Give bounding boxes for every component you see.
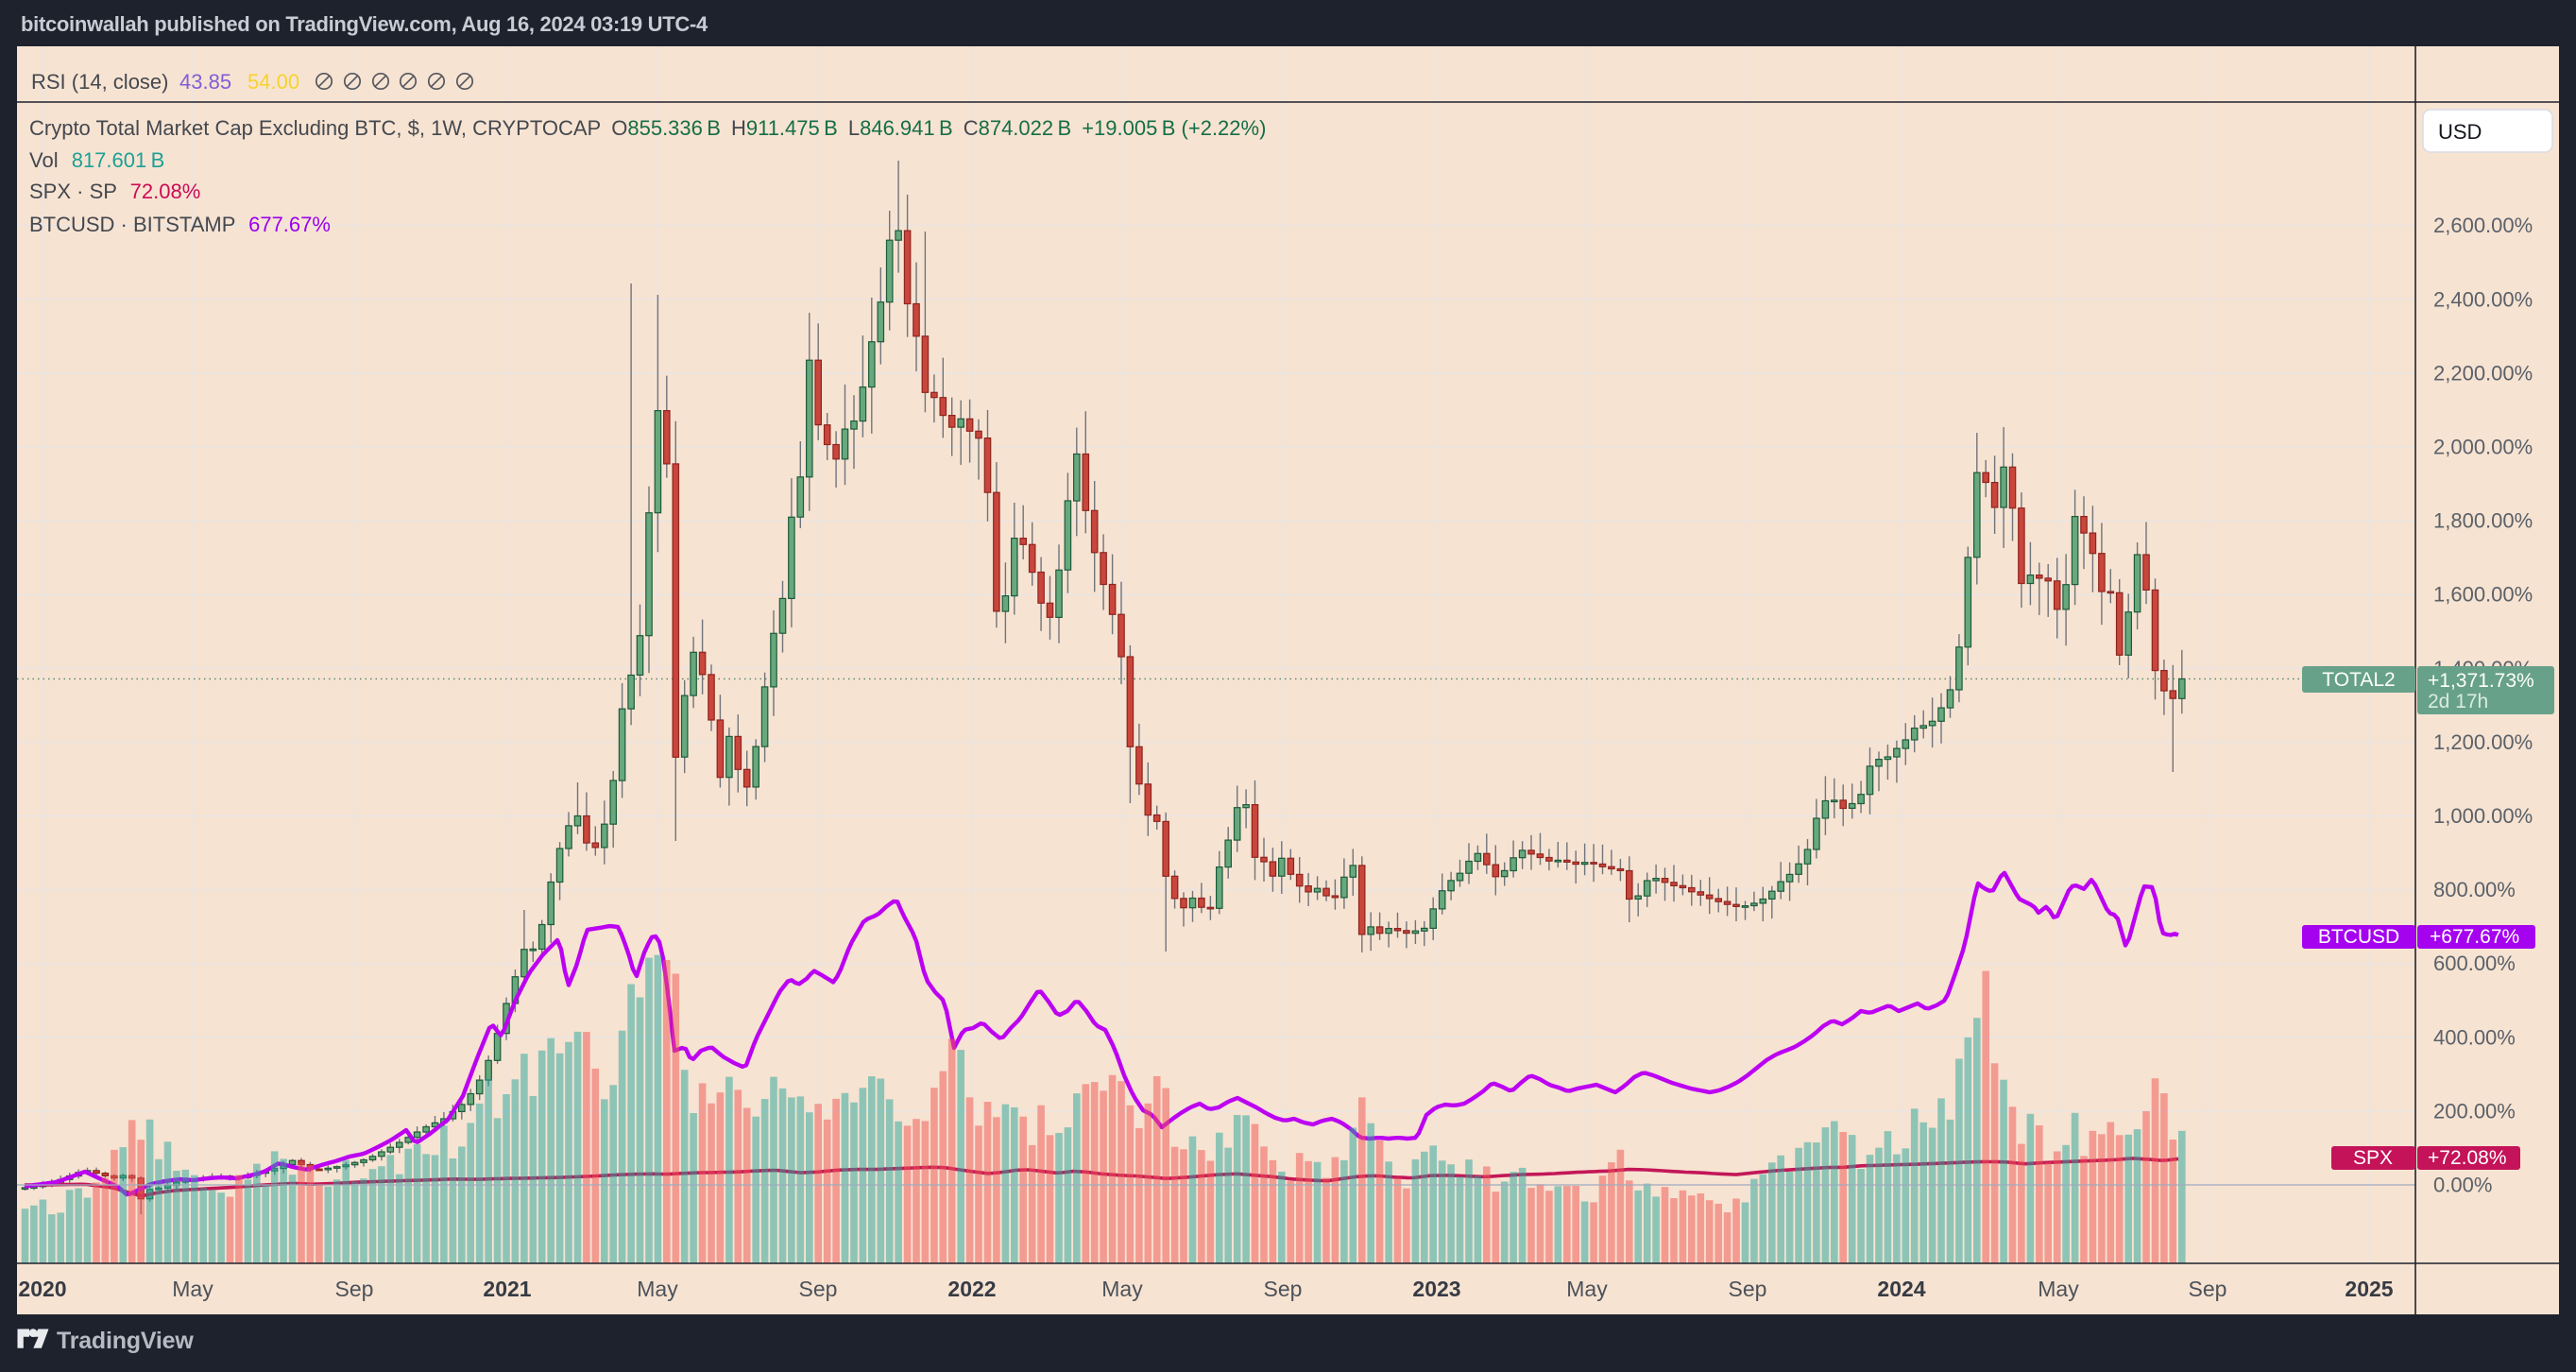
svg-text:TradingView: TradingView bbox=[57, 1328, 194, 1354]
svg-text:USD: USD bbox=[2438, 120, 2482, 144]
svg-text:2025: 2025 bbox=[2345, 1277, 2393, 1301]
svg-text:2d 17h: 2d 17h bbox=[2428, 691, 2488, 712]
svg-text:Sep: Sep bbox=[1264, 1277, 1303, 1301]
svg-text:600.00%: 600.00% bbox=[2433, 952, 2516, 975]
svg-text:2,200.00%: 2,200.00% bbox=[2433, 361, 2533, 385]
svg-text:2,000.00%: 2,000.00% bbox=[2433, 436, 2533, 459]
svg-text:+72.08%: +72.08% bbox=[2428, 1147, 2507, 1169]
svg-text:800.00%: 800.00% bbox=[2433, 878, 2516, 901]
svg-text:RSI (14, close): RSI (14, close) bbox=[31, 70, 169, 94]
svg-text:+677.67%: +677.67% bbox=[2430, 926, 2519, 948]
svg-text:2021: 2021 bbox=[483, 1277, 531, 1301]
svg-text:bitcoinwallah published on Tra: bitcoinwallah published on TradingView.c… bbox=[21, 12, 708, 36]
svg-text:BTCUSD: BTCUSD bbox=[2318, 926, 2399, 948]
svg-text:SPX: SPX bbox=[2353, 1147, 2393, 1169]
svg-text:SPX · SP 72.08%: SPX · SP 72.08% bbox=[29, 180, 200, 203]
svg-text:2,400.00%: 2,400.00% bbox=[2433, 287, 2533, 311]
svg-text:May: May bbox=[1566, 1277, 1608, 1301]
svg-text:Sep: Sep bbox=[799, 1277, 838, 1301]
svg-text:1,800.00%: 1,800.00% bbox=[2433, 509, 2533, 533]
svg-text:May: May bbox=[2038, 1277, 2079, 1301]
svg-text:2020: 2020 bbox=[18, 1277, 66, 1301]
svg-text:2023: 2023 bbox=[1412, 1277, 1460, 1301]
svg-text:2022: 2022 bbox=[947, 1277, 996, 1301]
svg-text:2,600.00%: 2,600.00% bbox=[2433, 214, 2533, 237]
svg-text:+1,371.73%: +1,371.73% bbox=[2428, 670, 2534, 692]
svg-text:400.00%: 400.00% bbox=[2433, 1025, 2516, 1049]
svg-text:43.85: 43.85 bbox=[179, 70, 231, 94]
svg-text:May: May bbox=[172, 1277, 213, 1301]
svg-text:1,200.00%: 1,200.00% bbox=[2433, 730, 2533, 754]
svg-text:Sep: Sep bbox=[1729, 1277, 1767, 1301]
svg-text:BTCUSD · BITSTAMP 677.67%: BTCUSD · BITSTAMP 677.67% bbox=[29, 213, 331, 236]
svg-text:54.00: 54.00 bbox=[247, 70, 299, 94]
svg-text:Vol 817.601 B: Vol 817.601 B bbox=[29, 148, 164, 172]
svg-text:Crypto Total Market Cap Exclud: Crypto Total Market Cap Excluding BTC, $… bbox=[29, 116, 1266, 140]
svg-text:May: May bbox=[637, 1277, 678, 1301]
svg-text:Sep: Sep bbox=[2189, 1277, 2227, 1301]
svg-text:May: May bbox=[1101, 1277, 1143, 1301]
svg-text:2024: 2024 bbox=[1877, 1277, 1925, 1301]
svg-text:200.00%: 200.00% bbox=[2433, 1099, 2516, 1123]
svg-text:1,000.00%: 1,000.00% bbox=[2433, 804, 2533, 828]
svg-text:1,600.00%: 1,600.00% bbox=[2433, 583, 2533, 607]
svg-text:0.00%: 0.00% bbox=[2433, 1174, 2492, 1197]
svg-text:TOTAL2: TOTAL2 bbox=[2322, 669, 2395, 691]
svg-text:Sep: Sep bbox=[335, 1277, 374, 1301]
